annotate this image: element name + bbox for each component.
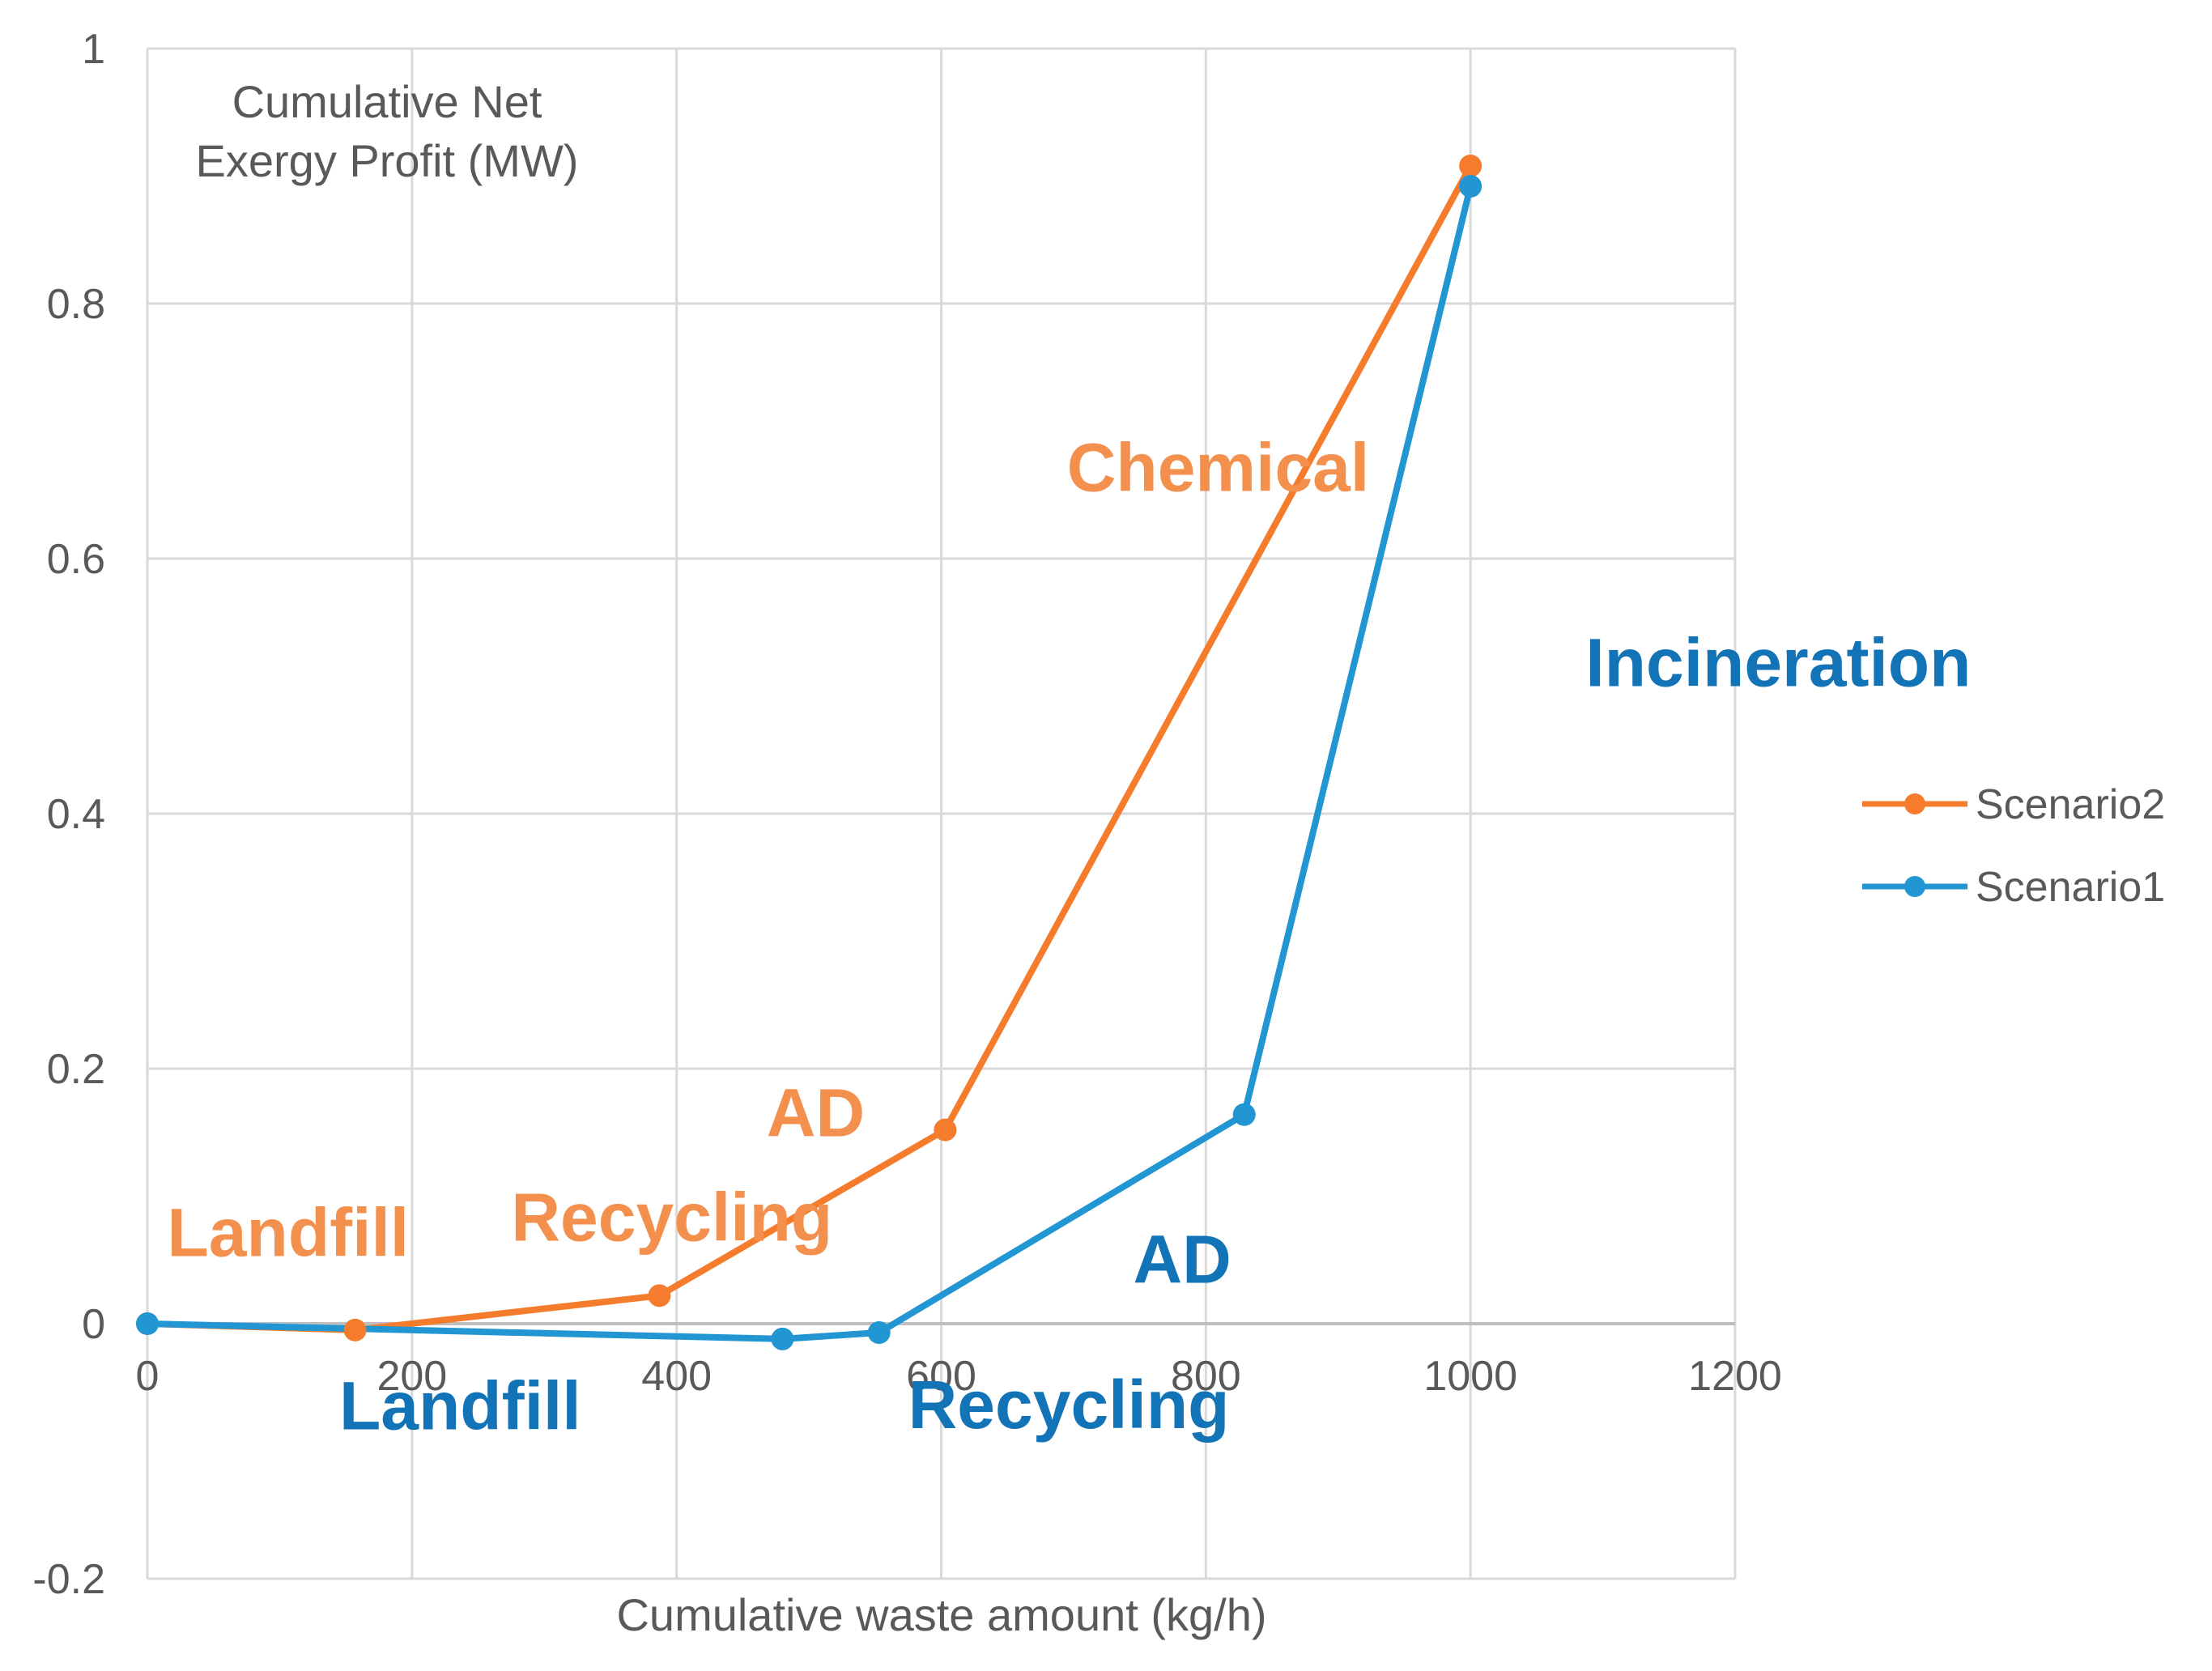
y-tick-label: 0.6: [47, 536, 105, 583]
series-points: [136, 154, 1482, 1350]
x-tick-label: 1200: [1688, 1353, 1782, 1400]
annotation-incineration-scenario1: Incineration: [1585, 625, 1971, 701]
legend-marker-scenario2: [1904, 793, 1925, 814]
annotation-ad-scenario2: AD: [767, 1074, 865, 1150]
series-line-scenario2: [147, 164, 1474, 1333]
x-tick-label: 400: [641, 1353, 712, 1400]
data-point-scenario2[interactable]: [648, 1284, 671, 1307]
x-tick-label: 0: [136, 1353, 160, 1400]
legend-item-scenario2[interactable]: Scenario2: [1862, 781, 2165, 828]
x-tick-label: 1000: [1423, 1353, 1517, 1400]
y-axis-title-line-1: Cumulative Net: [232, 76, 542, 127]
legend-item-scenario1[interactable]: Scenario1: [1862, 864, 2165, 911]
y-tick-label: 1: [82, 26, 105, 73]
series-lines: [147, 164, 1474, 1342]
x-tick-label: 200: [376, 1353, 447, 1400]
data-point-scenario1[interactable]: [1459, 175, 1482, 198]
data-point-scenario1[interactable]: [136, 1312, 159, 1335]
data-point-scenario2[interactable]: [1459, 154, 1482, 177]
x-tick-label: 600: [906, 1353, 976, 1400]
y-tick-label: -0.2: [32, 1556, 105, 1603]
data-point-scenario2[interactable]: [934, 1118, 957, 1142]
grid: [146, 47, 1737, 1580]
data-point-scenario1[interactable]: [771, 1327, 794, 1350]
x-axis-title: Cumulative waste amount (kg/h): [616, 1589, 1266, 1640]
annotation-ad-scenario1: AD: [1133, 1222, 1231, 1298]
annotations: Landfill Recycling AD Chemical Landfill Recyc…: [168, 430, 1972, 1444]
data-point-scenario1[interactable]: [1232, 1103, 1256, 1126]
y-tick-label: 0.2: [47, 1046, 105, 1093]
annotation-recycling-scenario2: Recycling: [511, 1180, 832, 1256]
annotation-recycling-scenario1: Recycling: [908, 1367, 1230, 1443]
annotation-chemical-scenario2: Chemical: [1067, 430, 1370, 506]
x-tick-labels: 0 200 400 600 800 1000 1200: [136, 1353, 1782, 1400]
series-line-scenario1: [147, 185, 1474, 1342]
annotation-landfill-scenario2: Landfill: [168, 1195, 410, 1271]
y-axis-title-line-2: Exergy Profit (MW): [196, 135, 579, 186]
legend: Scenario2 Scenario1: [1862, 781, 2165, 911]
y-tick-labels: -0.2 0 0.2 0.4 0.6 0.8 1: [32, 26, 105, 1603]
data-point-scenario1[interactable]: [867, 1321, 891, 1345]
annotation-landfill-scenario1: Landfill: [339, 1368, 581, 1444]
legend-label-scenario1: Scenario1: [1976, 864, 2165, 911]
legend-label-scenario2: Scenario2: [1976, 781, 2165, 828]
y-tick-label: 0: [82, 1301, 105, 1348]
legend-marker-scenario1: [1904, 876, 1925, 897]
y-tick-label: 0.8: [47, 281, 105, 328]
x-tick-label: 800: [1171, 1353, 1241, 1400]
y-tick-label: 0.4: [47, 791, 105, 838]
data-point-scenario2[interactable]: [343, 1318, 367, 1341]
